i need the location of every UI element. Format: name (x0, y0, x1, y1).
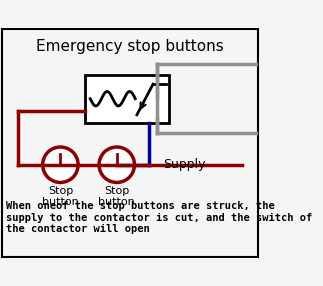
Text: Supply: Supply (163, 158, 205, 171)
Text: Stop
button: Stop button (99, 186, 135, 207)
Text: Emergency stop buttons: Emergency stop buttons (36, 39, 224, 54)
Text: Stop
button: Stop button (42, 186, 79, 207)
Bar (85, 75, 169, 123)
Text: When oneof the stop buttons are struck, the
supply to the contactor is cut, and : When oneof the stop buttons are struck, … (6, 201, 313, 234)
Circle shape (43, 147, 78, 182)
Circle shape (99, 147, 134, 182)
